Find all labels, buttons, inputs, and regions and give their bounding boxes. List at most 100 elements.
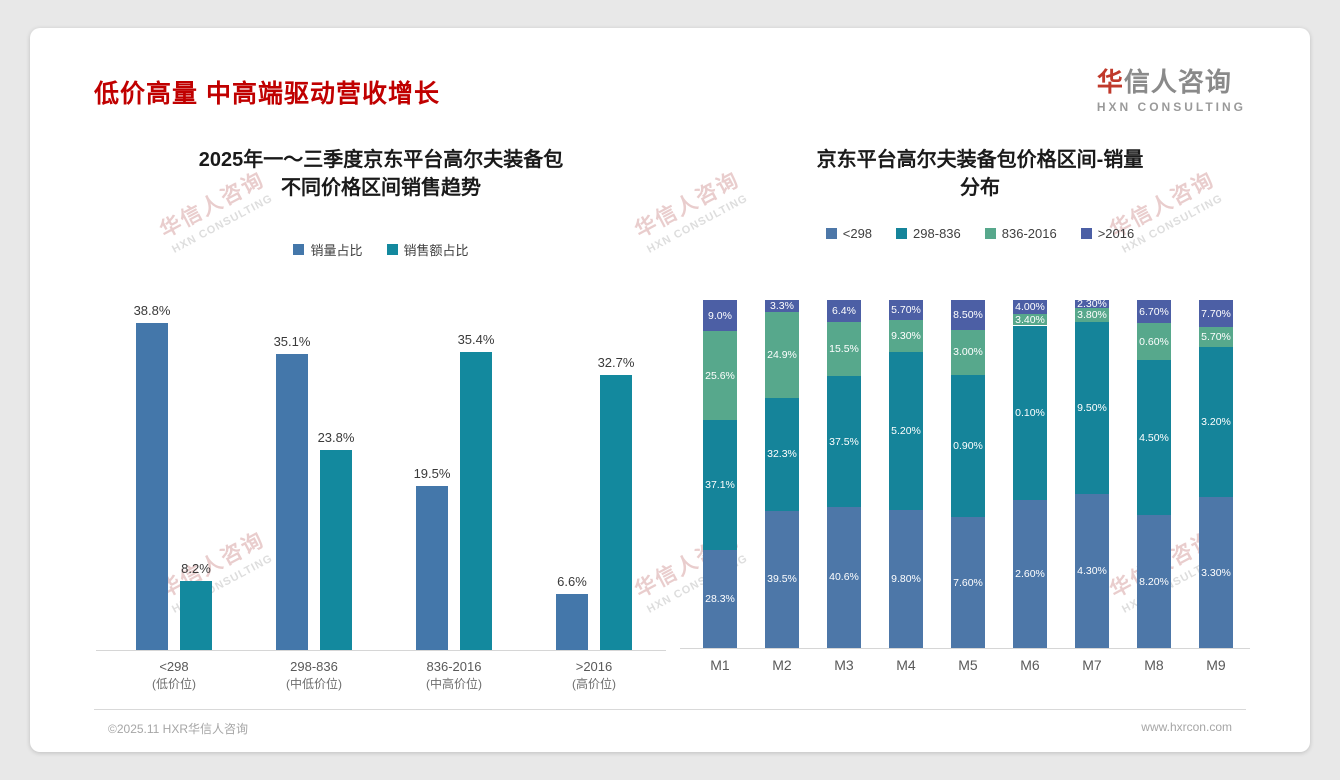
legend-label: 销量占比 <box>310 243 363 258</box>
month-label: M6 <box>1020 657 1040 673</box>
company-logo: 华信人咨询 HXN CONSULTING <box>1097 68 1246 114</box>
segment-value-label: 3.40% <box>1015 313 1045 326</box>
legend-swatch-icon <box>386 244 398 255</box>
page-title: 低价高量 中高端驱动营收增长 <box>94 80 440 108</box>
segment->2016 <box>827 300 861 323</box>
segment-value-label: 3.30% <box>1201 566 1231 579</box>
legend-label: 836-2016 <box>1001 226 1057 241</box>
segment-<298 <box>703 549 737 648</box>
category-label-main: 836-2016 <box>426 659 482 674</box>
chart-distribution-legend: <298 298-836 836-2016 >2016 <box>680 226 1280 241</box>
month-label: M8 <box>1144 657 1164 673</box>
segment-<298 <box>827 506 861 648</box>
segment->2016 <box>1199 300 1233 328</box>
segment-<298 <box>1075 493 1109 648</box>
segment-value-label: 3.80% <box>1077 309 1107 321</box>
legend-item->2016: >2016 <box>1080 226 1135 241</box>
legend-swatch-icon <box>896 228 908 239</box>
segment-<298 <box>951 517 985 648</box>
month-label: M1 <box>710 657 730 673</box>
segment-298-836 <box>1075 321 1109 494</box>
segment-value-label: 40.6% <box>829 571 859 584</box>
segment-value-label: 9.0% <box>708 309 732 322</box>
chart-distribution-title-line1: 京东平台高尔夫装备包价格区间-销量 <box>816 149 1144 171</box>
bar-value-label: 32.7% <box>597 354 635 370</box>
segment-value-label: 0.10% <box>1015 406 1045 419</box>
footer-copyright: ©2025.11 HXR华信人咨询 <box>108 722 248 736</box>
segment-836-2016 <box>951 329 985 375</box>
bar-销售额占比 <box>320 449 352 650</box>
footer-divider <box>94 709 1246 710</box>
segment-<298 <box>1013 499 1047 648</box>
bar-销量占比 <box>416 485 448 650</box>
bar-销量占比 <box>556 594 588 650</box>
category-label: >2016 (高价位) <box>524 658 664 693</box>
footer-website: www.hxrcon.com <box>1141 720 1232 734</box>
segment-<298 <box>765 510 799 648</box>
bar-value-label: 35.1% <box>273 334 311 350</box>
segment->2016 <box>765 300 799 312</box>
legend-label: 销售额占比 <box>403 243 469 258</box>
month-label: M9 <box>1206 657 1226 673</box>
segment-value-label: 39.5% <box>767 573 797 586</box>
bar-value-label: 23.8% <box>317 429 355 445</box>
slide-card: 华信人咨询 HXN CONSULTING 华信人咨询 HXN CONSULTIN… <box>30 28 1310 752</box>
segment-value-label: 7.60% <box>953 576 983 589</box>
segment-<298 <box>889 509 923 648</box>
chart-distribution: 京东平台高尔夫装备包价格区间-销量 分布 <298 298-836 836-2016… <box>680 140 1280 706</box>
plot-area-trend: 38.8% 35.1% 19.5% 6.6% 8.2% 23.8% 35.4% 32.7% <box>96 303 666 651</box>
bar-销售额占比 <box>180 580 212 650</box>
segment->2016 <box>703 300 737 332</box>
legend-swatch-icon <box>984 228 996 239</box>
bar-value-label: 38.8% <box>133 303 171 319</box>
chart-trend-legend: 销量占比 销售额占比 <box>66 240 696 259</box>
legend-swatch-icon <box>1080 228 1092 239</box>
segment-298-836 <box>765 398 799 511</box>
segment-value-label: 9.30% <box>891 330 921 342</box>
category-label-main: <298 <box>159 659 189 674</box>
segment-836-2016 <box>827 322 861 377</box>
month-label: M7 <box>1082 657 1102 673</box>
segment-value-label: 5.20% <box>891 424 921 437</box>
segment-298-836 <box>703 420 737 550</box>
legend-label: >2016 <box>1097 226 1135 241</box>
segment-298-836 <box>1137 360 1171 516</box>
segment-value-label: 5.70% <box>1201 331 1231 344</box>
segment-value-label: 15.5% <box>829 343 859 356</box>
segment-value-label: 3.20% <box>1201 416 1231 429</box>
bar-value-label: 6.6% <box>557 574 587 590</box>
chart-trend-title-line2: 不同价格区间销售趋势 <box>281 177 481 199</box>
segment-value-label: 0.60% <box>1139 335 1169 348</box>
segment-value-label: 8.20% <box>1139 575 1169 588</box>
segment-value-label: 7.70% <box>1201 307 1231 320</box>
logo-name-first-char: 华 <box>1096 67 1124 97</box>
segment-value-label: 4.30% <box>1077 564 1107 577</box>
bar-销售额占比 <box>460 351 492 650</box>
segment-value-label: 32.3% <box>767 448 797 461</box>
segment-value-label: 4.50% <box>1139 431 1169 444</box>
segment->2016 <box>1013 299 1047 314</box>
legend-item-836-2016: 836-2016 <box>984 226 1057 241</box>
category-label-sub: (中高价位) <box>426 677 482 692</box>
segment-value-label: 4.00% <box>1015 300 1045 313</box>
bar-销售额占比 <box>600 374 632 650</box>
segment-value-label: 37.5% <box>829 435 859 448</box>
legend-item-298-836: 298-836 <box>896 226 961 241</box>
segment-value-label: 5.70% <box>891 303 921 316</box>
segment-836-2016 <box>765 311 799 399</box>
segment-298-836 <box>827 376 861 507</box>
logo-name: 华信人咨询 <box>1097 68 1246 97</box>
segment-836-2016 <box>1199 327 1233 347</box>
segment-836-2016 <box>1075 308 1109 322</box>
category-label-main: >2016 <box>575 659 613 674</box>
segment-836-2016 <box>1013 313 1047 326</box>
legend-item-销售额占比: 销售额占比 <box>386 240 469 259</box>
plot-area-distribution: 28.3% 37.1% 25.6% 9.0% 39.5% 32.3% 24.9% 3.3% 40… <box>680 298 1250 649</box>
segment-836-2016 <box>889 319 923 353</box>
legend-item-销量占比: 销量占比 <box>293 240 363 259</box>
segment-298-836 <box>951 374 985 518</box>
segment->2016 <box>1137 300 1171 324</box>
category-label-sub: (高价位) <box>572 677 616 692</box>
bar-value-label: 35.4% <box>457 331 495 347</box>
segment->2016 <box>1075 300 1109 309</box>
